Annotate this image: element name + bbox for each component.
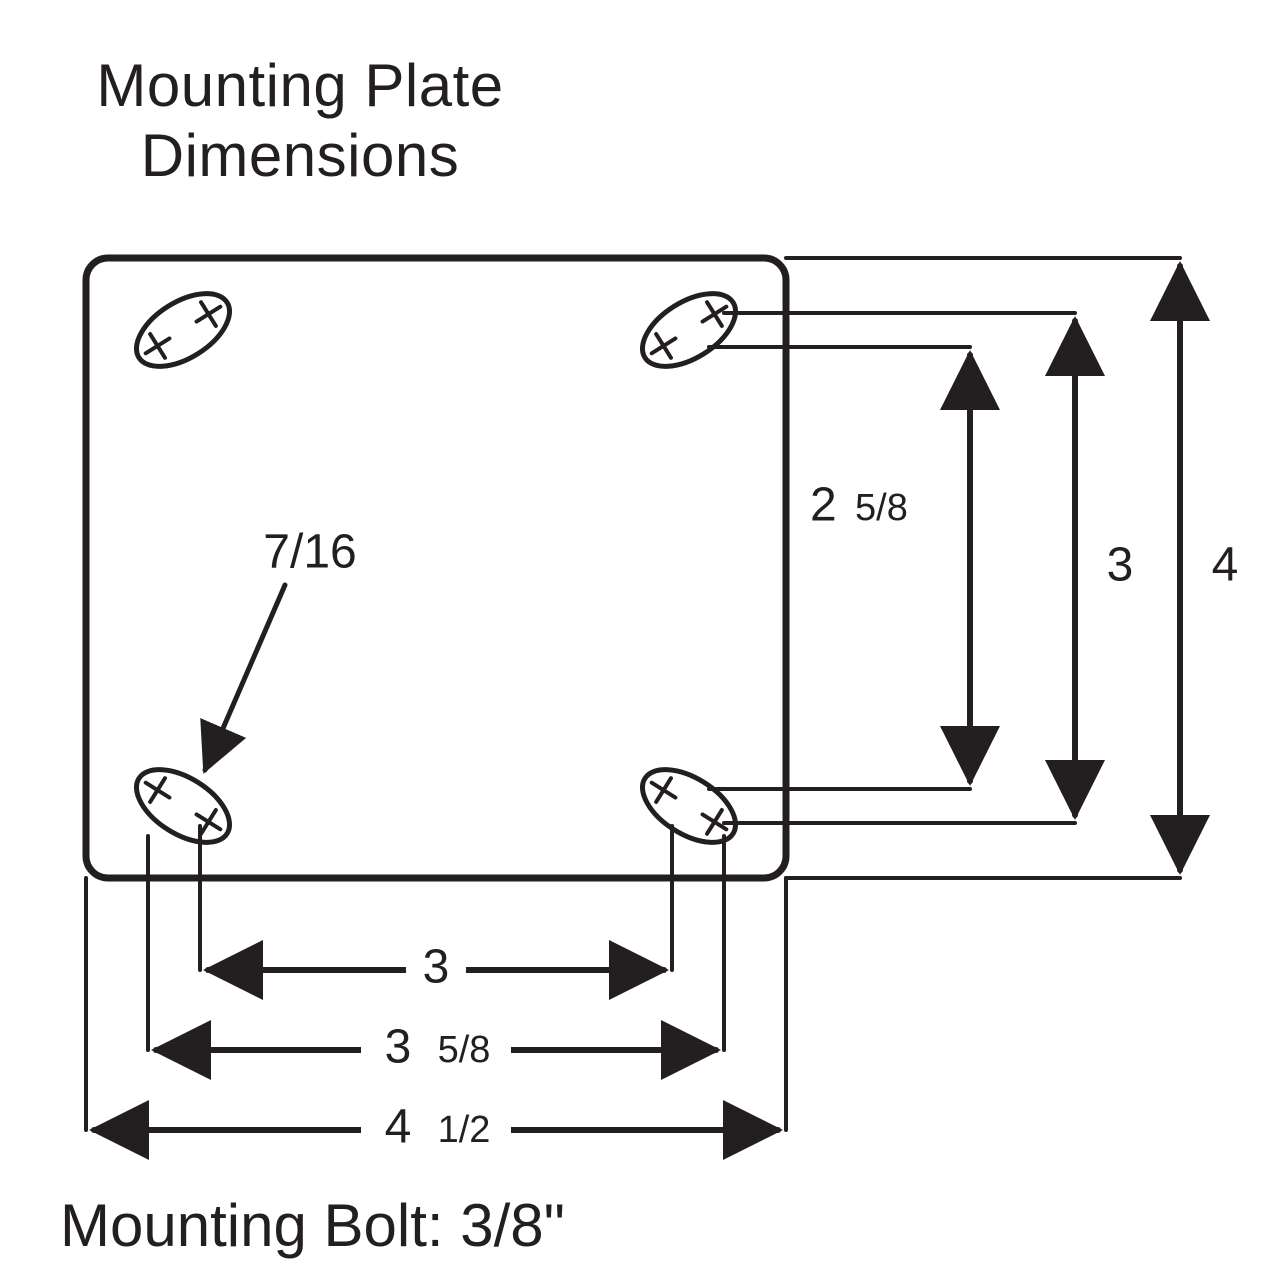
svg-text:7/16: 7/16 [263, 526, 356, 579]
svg-text:Dimensions: Dimensions [141, 122, 459, 189]
svg-text:4: 4 [1212, 539, 1239, 592]
svg-text:2: 2 [810, 479, 837, 532]
svg-text:Mounting Plate: Mounting Plate [96, 52, 503, 119]
svg-text:4: 4 [385, 1101, 412, 1154]
svg-text:5/8: 5/8 [438, 1029, 491, 1071]
svg-text:Mounting Bolt: 3/8": Mounting Bolt: 3/8" [60, 1192, 565, 1259]
svg-text:3: 3 [423, 941, 450, 994]
svg-text:3: 3 [1107, 539, 1134, 592]
svg-text:1/2: 1/2 [438, 1109, 491, 1151]
svg-text:3: 3 [385, 1021, 412, 1074]
svg-text:5/8: 5/8 [855, 487, 908, 529]
